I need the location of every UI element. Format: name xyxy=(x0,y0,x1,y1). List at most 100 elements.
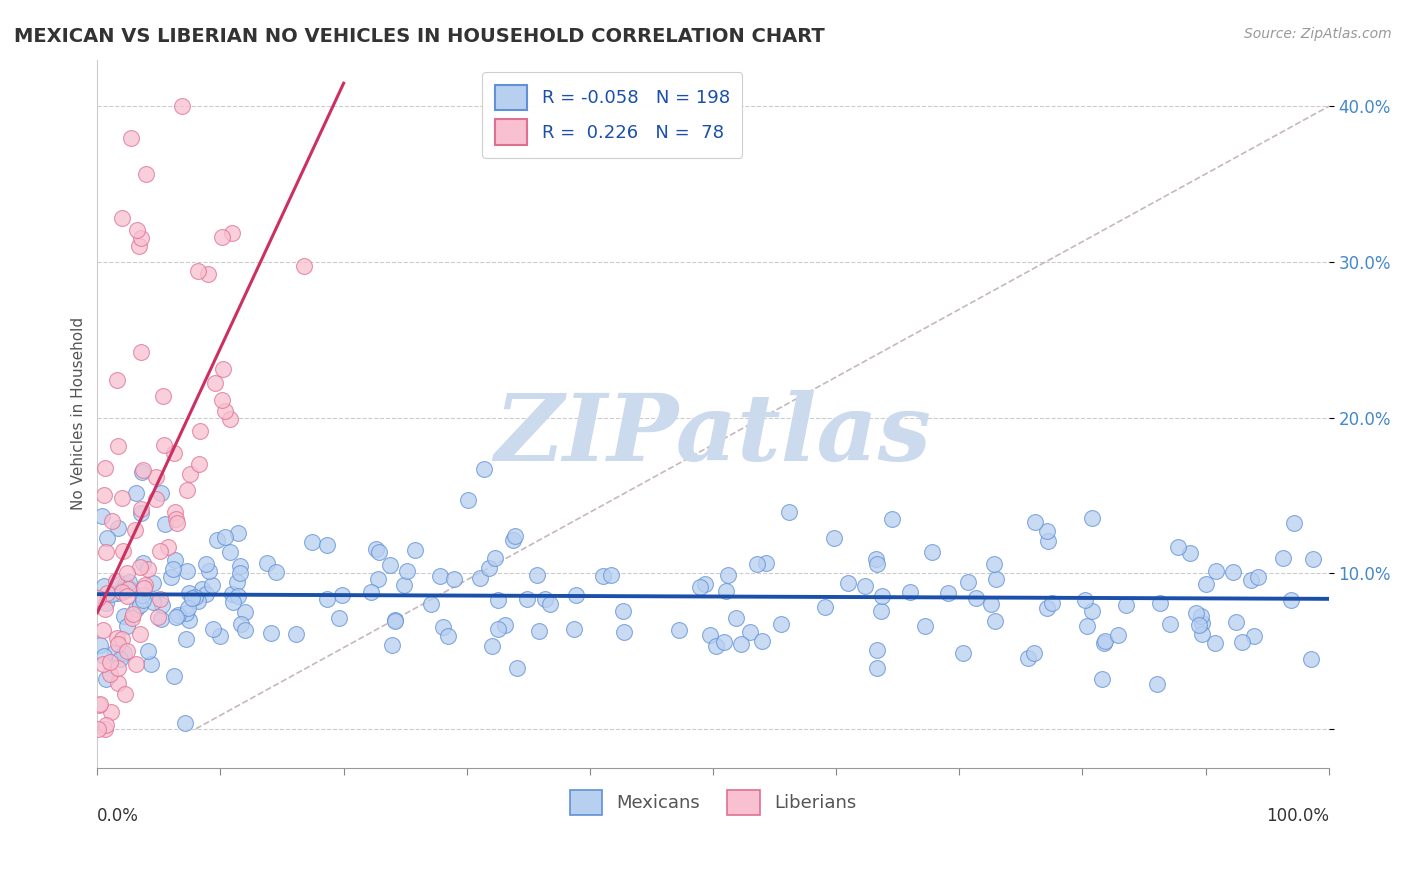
Point xyxy=(562,622,585,636)
Point xyxy=(613,625,636,640)
Point xyxy=(94,718,117,732)
Point xyxy=(384,614,406,628)
Text: 0.0%: 0.0% xyxy=(97,806,139,824)
Point xyxy=(125,602,148,616)
Point xyxy=(1188,618,1211,632)
Point xyxy=(381,638,404,652)
Point xyxy=(128,239,150,253)
Point xyxy=(778,505,800,519)
Point xyxy=(870,604,893,618)
Point xyxy=(484,550,506,565)
Point xyxy=(93,649,115,664)
Point xyxy=(107,676,129,690)
Point xyxy=(823,531,845,545)
Point xyxy=(136,561,159,575)
Point xyxy=(1225,615,1247,629)
Point xyxy=(384,613,406,627)
Point xyxy=(222,595,245,609)
Point xyxy=(153,516,176,531)
Point xyxy=(229,566,252,581)
Point xyxy=(394,578,416,592)
Point xyxy=(174,716,197,731)
Point xyxy=(1301,652,1323,666)
Point xyxy=(150,598,173,612)
Point xyxy=(592,569,614,583)
Point xyxy=(129,560,152,574)
Point xyxy=(142,576,165,591)
Point xyxy=(494,618,516,632)
Point xyxy=(751,634,773,648)
Point xyxy=(104,574,127,588)
Point xyxy=(503,529,526,543)
Point xyxy=(980,597,1002,611)
Point xyxy=(112,609,135,624)
Point xyxy=(165,610,187,624)
Point xyxy=(1243,629,1265,643)
Point xyxy=(516,591,538,606)
Point xyxy=(135,167,157,181)
Point xyxy=(110,651,132,665)
Point xyxy=(284,627,307,641)
Point xyxy=(94,672,117,686)
Point xyxy=(226,590,249,604)
Point xyxy=(965,591,987,605)
Point xyxy=(159,570,181,584)
Point xyxy=(94,460,117,475)
Point xyxy=(162,562,184,576)
Point xyxy=(219,545,242,559)
Point xyxy=(432,620,454,634)
Point xyxy=(96,586,118,600)
Point xyxy=(221,586,243,600)
Point xyxy=(98,667,121,681)
Point xyxy=(1017,651,1039,665)
Point xyxy=(89,697,111,711)
Point xyxy=(100,706,122,720)
Text: MEXICAN VS LIBERIAN NO VEHICLES IN HOUSEHOLD CORRELATION CHART: MEXICAN VS LIBERIAN NO VEHICLES IN HOUSE… xyxy=(14,27,825,45)
Point xyxy=(204,376,226,390)
Point xyxy=(184,590,207,604)
Point xyxy=(396,564,419,578)
Point xyxy=(167,607,190,622)
Point xyxy=(214,530,236,544)
Point xyxy=(695,577,717,591)
Point xyxy=(174,606,197,620)
Point xyxy=(360,585,382,599)
Point xyxy=(152,389,174,403)
Point xyxy=(717,568,740,582)
Point xyxy=(212,361,235,376)
Point xyxy=(153,438,176,452)
Point xyxy=(1191,615,1213,630)
Point xyxy=(755,557,778,571)
Point xyxy=(179,613,201,627)
Point xyxy=(1279,592,1302,607)
Point xyxy=(429,569,451,583)
Point xyxy=(233,606,256,620)
Point xyxy=(404,543,426,558)
Point xyxy=(165,505,187,519)
Point xyxy=(880,511,903,525)
Point xyxy=(1024,515,1046,529)
Point xyxy=(111,544,134,558)
Point xyxy=(226,574,249,589)
Point xyxy=(914,619,936,633)
Point xyxy=(132,556,155,570)
Point xyxy=(165,512,187,526)
Y-axis label: No Vehicles in Household: No Vehicles in Household xyxy=(72,317,86,510)
Point xyxy=(98,655,121,669)
Point xyxy=(866,642,889,657)
Point xyxy=(1222,565,1244,579)
Point xyxy=(107,521,129,535)
Point xyxy=(226,525,249,540)
Point xyxy=(122,607,145,621)
Point xyxy=(956,575,979,590)
Point xyxy=(229,558,252,573)
Text: Source: ZipAtlas.com: Source: ZipAtlas.com xyxy=(1244,27,1392,41)
Point xyxy=(1074,593,1097,607)
Point xyxy=(1035,524,1057,539)
Point xyxy=(118,581,141,595)
Point xyxy=(837,576,859,591)
Point xyxy=(195,557,218,571)
Point xyxy=(125,223,148,237)
Point xyxy=(107,439,129,453)
Point xyxy=(699,628,721,642)
